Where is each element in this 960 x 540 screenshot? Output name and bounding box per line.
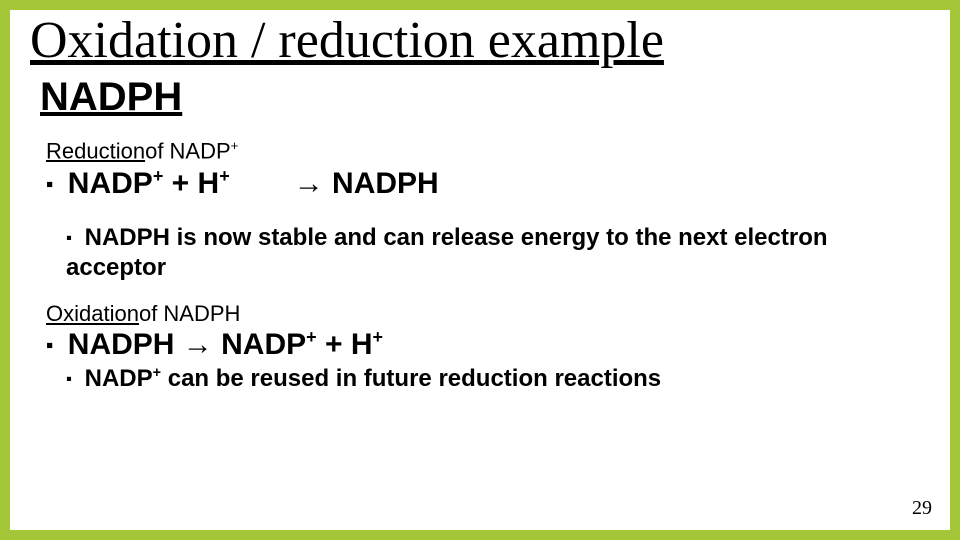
subheading-nadph: NADPH bbox=[10, 69, 950, 120]
reduction-label-rest: of NADP+ bbox=[145, 138, 238, 164]
page-title: Oxidation / reduction example bbox=[10, 10, 950, 69]
reduction-label-underlined: Reduction bbox=[46, 138, 145, 163]
eq-nadph-to-nadp: NADPH → NADP bbox=[68, 328, 306, 361]
reduction-equation: NADP+ + H+→ NADPH bbox=[10, 166, 950, 201]
oxidation-label-rest: of NADPH bbox=[139, 301, 240, 327]
oxidation-note: NADP+ can be reused in future reduction … bbox=[10, 364, 950, 394]
eq-arrow-nadph: → NADPH bbox=[294, 167, 439, 200]
oxidation-equation: NADPH → NADP+ + H+ bbox=[10, 327, 950, 362]
reduction-note: NADPH is now stable and can release ener… bbox=[10, 223, 950, 283]
page-number: 29 bbox=[912, 497, 932, 520]
eq-plus-h2: + H bbox=[317, 328, 373, 361]
oxidation-label: Oxidation of NADPH bbox=[10, 301, 950, 327]
oxidation-label-underlined: Oxidation bbox=[46, 301, 139, 326]
eq-plus-h: + H bbox=[163, 167, 219, 200]
eq-nadp: NADP bbox=[68, 167, 153, 200]
reduction-label: Reduction of NADP+ bbox=[10, 138, 950, 164]
